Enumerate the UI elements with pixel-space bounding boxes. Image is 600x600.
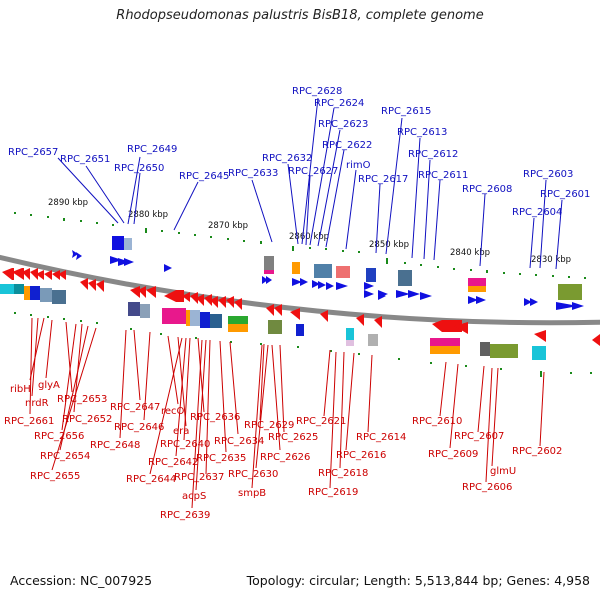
gene-label: ribH xyxy=(10,384,31,395)
gene-label: RPC_2615 xyxy=(381,106,431,117)
tick-label: 2830 kbp xyxy=(531,255,571,265)
gene-label: RPC_2607 xyxy=(454,431,504,442)
lower-leader-lines xyxy=(29,317,545,509)
gene-label: RPC_2632 xyxy=(262,153,312,164)
gene-label: glmU xyxy=(490,466,516,477)
gene-label: RPC_2617 xyxy=(358,174,408,185)
genome-summary-text: Topology: circular; Length: 5,513,844 bp… xyxy=(246,573,590,588)
gene-label: RPC_2637 xyxy=(174,472,224,483)
tick-label: 2870 kbp xyxy=(208,221,248,231)
gene-label: RPC_2633 xyxy=(228,168,278,179)
gene-label: recO xyxy=(161,406,185,417)
tick-label: 2890 kbp xyxy=(48,198,88,208)
gene-label: smpB xyxy=(238,488,266,499)
gene-label: RPC_2653 xyxy=(57,394,107,405)
gene-label: RPC_2613 xyxy=(397,127,447,138)
gene-label: era xyxy=(173,426,189,437)
page-title: Rhodopseudomonas palustris BisB18, compl… xyxy=(116,8,484,23)
gene-label: RPC_2636 xyxy=(190,412,240,423)
gene-label: RPC_2629 xyxy=(244,420,294,431)
gene-label: RPC_2609 xyxy=(428,449,478,460)
accession-text: Accession: NC_007925 xyxy=(10,573,153,588)
gene-label: RPC_2623 xyxy=(318,119,368,130)
gene-label: RPC_2635 xyxy=(196,453,246,464)
scale-dots-lower xyxy=(14,312,592,377)
gene-label: rimO xyxy=(346,160,371,171)
gene-label: RPC_2626 xyxy=(260,452,310,463)
gene-label: RPC_2644 xyxy=(126,474,176,485)
tick-label: 2850 kbp xyxy=(369,240,409,250)
tick-label: 2880 kbp xyxy=(128,210,168,220)
gene-label: RPC_2627 xyxy=(288,166,338,177)
gene-label: RPC_2621 xyxy=(296,416,346,427)
scale-dots-upper xyxy=(14,212,586,279)
forward-strand-genes xyxy=(72,250,584,310)
gene-label: nrdR xyxy=(25,398,49,409)
gene-label: RPC_2612 xyxy=(408,149,458,160)
gene-label: RPC_2624 xyxy=(314,98,364,109)
gene-label: RPC_2608 xyxy=(462,184,512,195)
gene-label: RPC_2630 xyxy=(228,469,278,480)
gene-label: RPC_2640 xyxy=(160,439,210,450)
gene-label: RPC_2656 xyxy=(34,431,84,442)
tick-label: 2840 kbp xyxy=(450,248,490,258)
gene-label: RPC_2622 xyxy=(322,140,372,151)
feature-blocks xyxy=(0,236,582,360)
gene-label: RPC_2652 xyxy=(62,414,112,425)
gene-label: RPC_2655 xyxy=(30,471,80,482)
gene-label: glyA xyxy=(38,380,60,391)
upper-leader-lines xyxy=(57,97,563,270)
gene-label: RPC_2628 xyxy=(292,86,342,97)
reverse-strand-genes xyxy=(2,268,600,346)
gene-label: RPC_2642 xyxy=(148,457,198,468)
gene-label: RPC_2601 xyxy=(540,189,590,200)
gene-label: RPC_2618 xyxy=(318,468,368,479)
gene-label: RPC_2604 xyxy=(512,207,562,218)
gene-label: RPC_2657 xyxy=(8,147,58,158)
gene-label: RPC_2616 xyxy=(336,450,386,461)
gene-label: RPC_2625 xyxy=(268,432,318,443)
gene-label: RPC_2654 xyxy=(40,451,90,462)
gene-label: RPC_2603 xyxy=(523,169,573,180)
gene-label: RPC_2611 xyxy=(418,170,468,181)
gene-label: RPC_2619 xyxy=(308,487,358,498)
gene-label: RPC_2614 xyxy=(356,432,406,443)
gene-label: RPC_2661 xyxy=(4,416,54,427)
gene-label: RPC_2651 xyxy=(60,154,110,165)
gene-label: RPC_2645 xyxy=(179,171,229,182)
gene-label: RPC_2650 xyxy=(114,163,164,174)
gene-label: RPC_2606 xyxy=(462,482,512,493)
gene-label: RPC_2639 xyxy=(160,510,210,521)
gene-label: acpS xyxy=(182,491,206,502)
gene-label: RPC_2610 xyxy=(412,416,462,427)
gene-label: RPC_2649 xyxy=(127,144,177,155)
gene-label: RPC_2602 xyxy=(512,446,562,457)
gene-label: RPC_2634 xyxy=(214,436,264,447)
gene-label: RPC_2648 xyxy=(90,440,140,451)
gene-label: RPC_2647 xyxy=(110,402,160,413)
tick-label: 2860 kbp xyxy=(289,232,329,242)
gene-label: RPC_2646 xyxy=(114,422,164,433)
